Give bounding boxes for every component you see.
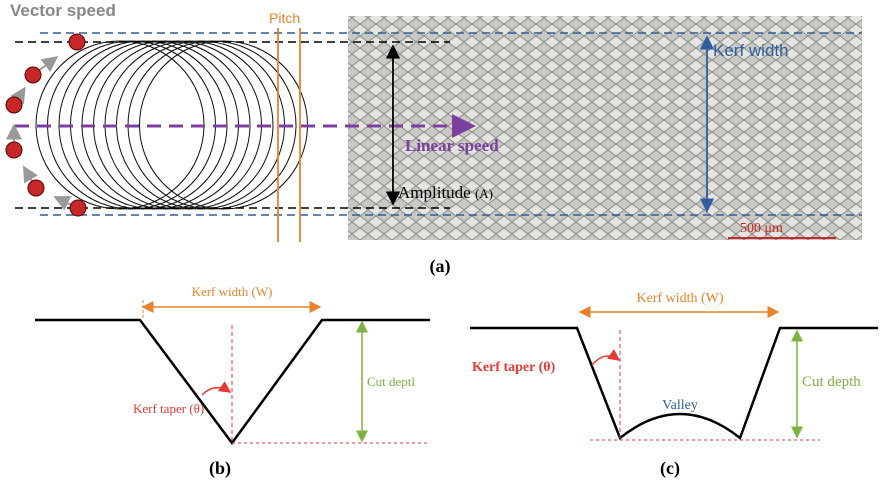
vector-dot	[28, 180, 44, 196]
scale-label: 500 μm	[740, 221, 783, 236]
valley-label: Valley	[662, 398, 698, 413]
kerf-width-label: Kerf width (W)	[636, 291, 723, 306]
panel-label: (a)	[430, 256, 451, 277]
panel-c: Kerf width (W) Kerf taper (θ) Valley Cut…	[470, 291, 878, 479]
kerf-taper-label: Kerf taper (θ)	[133, 401, 204, 416]
amplitude-symbol: (A)	[475, 186, 493, 201]
kerf-taper-label: Kerf taper (θ)	[472, 360, 556, 375]
kerf-width-label: Kerf width (W)	[192, 284, 273, 299]
taper-arc	[592, 356, 619, 365]
linear-speed-label: Linear speed	[405, 136, 499, 155]
vector-dot	[70, 200, 86, 216]
cut-depth-label: Cut deptl	[367, 374, 415, 389]
amplitude-word: Amplitude	[398, 183, 471, 202]
panel-b: Kerf width (W) Kerf taper (θ) Cut deptl …	[35, 284, 430, 479]
panel-label: (b)	[209, 458, 231, 479]
panel-label: (c)	[660, 458, 680, 479]
taper-arc	[202, 388, 230, 395]
vector-dot	[25, 67, 41, 83]
vector-dot	[69, 34, 85, 50]
vector-dot	[6, 142, 22, 158]
amplitude-label: Amplitude (A)	[398, 183, 493, 202]
figure: Vector speed Pitch Kerf width Linear spe…	[0, 0, 880, 486]
pitch-label: Pitch	[269, 10, 300, 26]
kerf-width-label: Kerf width	[713, 41, 789, 60]
vector-dot	[6, 97, 22, 113]
vector-speed-label: Vector speed	[10, 1, 116, 20]
panel-a: Vector speed Pitch Kerf width Linear spe…	[6, 1, 862, 277]
cut-depth-label: Cut depth	[802, 374, 861, 390]
